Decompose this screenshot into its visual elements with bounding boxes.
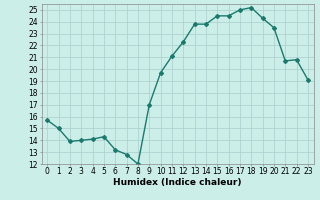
- X-axis label: Humidex (Indice chaleur): Humidex (Indice chaleur): [113, 178, 242, 187]
